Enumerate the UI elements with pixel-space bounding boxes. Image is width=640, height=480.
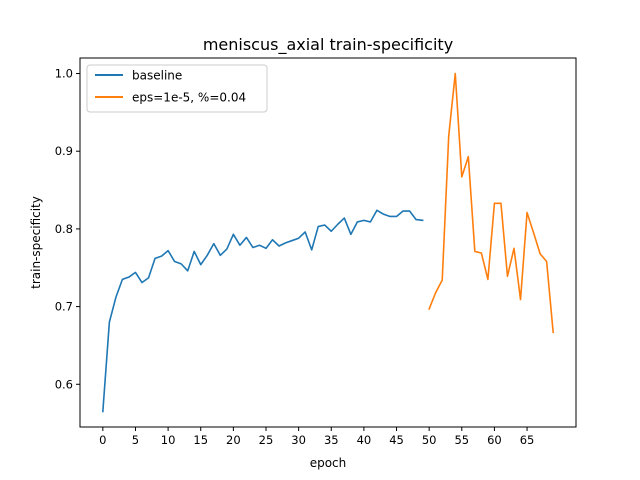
x-tick-label: 35 (324, 433, 339, 447)
x-tick-label: 25 (259, 433, 274, 447)
x-tick-label: 30 (291, 433, 306, 447)
y-tick-label: 0.8 (55, 222, 73, 236)
y-tick-label: 0.9 (55, 144, 73, 158)
legend-box (86, 64, 268, 113)
x-tick-label: 60 (487, 433, 502, 447)
series-layer (101, 72, 555, 413)
x-tick-label: 0 (99, 433, 106, 447)
x-tick-label: 15 (193, 433, 208, 447)
x-tick-label: 55 (454, 433, 469, 447)
x-tick-label: 20 (226, 433, 241, 447)
legend-label-eps: eps=1e-5, %=0.04 (132, 91, 246, 105)
x-axis-label: epoch (310, 456, 347, 470)
legend-label-baseline: baseline (132, 69, 182, 83)
series-line-eps (428, 72, 555, 334)
x-tick-label: 65 (520, 433, 535, 447)
y-tick-label: 0.7 (55, 300, 73, 314)
x-tick-label: 50 (422, 433, 437, 447)
x-tick-label: 5 (132, 433, 139, 447)
y-tick-label: 1.0 (55, 67, 73, 81)
series-line-baseline (101, 209, 424, 413)
y-axis-label: train-specificity (29, 196, 43, 289)
y-tick-label: 0.6 (55, 377, 73, 391)
x-tick-label: 45 (389, 433, 404, 447)
x-axis: 0 5 10 15 20 25 30 35 40 45 50 55 60 65 (99, 427, 534, 447)
chart-title: meniscus_axial train-specificity (203, 35, 453, 55)
legend: baseline eps=1e-5, %=0.04 (86, 64, 268, 113)
y-axis: 0.6 0.7 0.8 0.9 1.0 (55, 67, 80, 391)
x-tick-label: 40 (357, 433, 372, 447)
plot-area (79, 57, 577, 428)
x-tick-label: 10 (161, 433, 176, 447)
